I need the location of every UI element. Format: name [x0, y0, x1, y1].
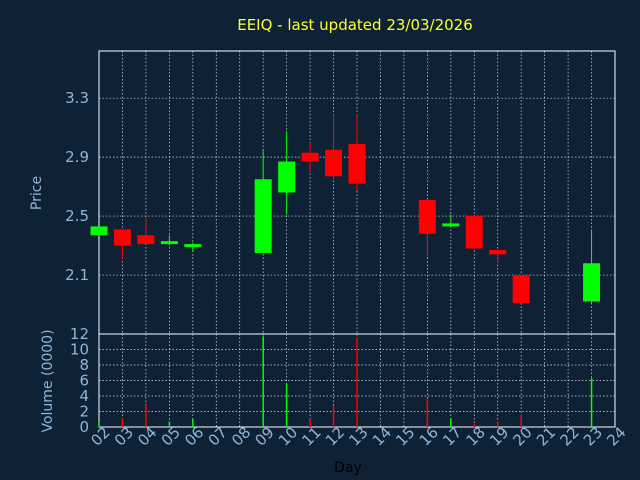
volume-tick-label: 10: [70, 341, 89, 359]
candle-body: [512, 275, 530, 304]
volume-bar-02: [98, 422, 100, 427]
candle-13: [348, 114, 366, 192]
candle-02: [90, 226, 108, 236]
candle-18: [465, 216, 483, 249]
volume-bar-05: [168, 421, 171, 427]
candle-17: [442, 214, 460, 227]
volume-bar-18: [473, 423, 476, 427]
volume-bars: [98, 336, 593, 427]
volume-bar-12: [332, 405, 335, 427]
candle-body: [184, 244, 202, 248]
candles: [90, 114, 601, 305]
price-y-ticks: 2.1 2.5 2.9 3.3: [65, 89, 89, 284]
volume-bar-06: [192, 419, 194, 427]
price-tick-label: 2.5: [65, 207, 89, 225]
candle-16: [418, 199, 436, 258]
candle-body: [160, 241, 178, 245]
volume-bar-13: [356, 337, 358, 427]
volume-bar-03: [121, 417, 124, 427]
volume-tick-label: 12: [70, 325, 89, 343]
candle-body: [254, 179, 272, 253]
candle-body: [90, 226, 108, 236]
volume-bar-10: [285, 384, 288, 427]
volume-y-label: Volume (0000): [40, 329, 56, 432]
chart-title: EEIQ - last updated 23/03/2026: [237, 16, 473, 34]
candle-10: [278, 132, 296, 215]
volume-tick-label: 6: [79, 372, 89, 390]
candle-11: [301, 142, 319, 172]
volume-tick-label: 8: [79, 356, 89, 374]
volume-tick-label: 2: [79, 403, 89, 421]
candle-body: [301, 152, 319, 162]
price-y-label: Price: [29, 176, 45, 210]
candle-03: [113, 229, 131, 259]
candle-05: [160, 235, 178, 246]
candle-06: [184, 242, 202, 252]
price-grid: [98, 51, 616, 334]
volume-bar-16: [426, 398, 429, 427]
candle-body: [489, 249, 507, 255]
candle-09: [254, 149, 272, 253]
candle-body: [137, 235, 155, 245]
volume-bar-19: [496, 421, 499, 427]
candle-body: [442, 223, 460, 227]
volume-bar-23: [590, 378, 593, 427]
candle-body: [325, 149, 343, 177]
price-tick-label: 2.9: [65, 148, 89, 166]
volume-tick-label: 0: [79, 418, 89, 436]
candle-body: [278, 161, 296, 193]
candle-04: [137, 217, 155, 245]
candle-body: [418, 199, 436, 234]
candle-20: [512, 275, 530, 304]
volume-tick-label: 4: [79, 387, 89, 405]
x-ticks: 0203040506070809101112131415161718192021…: [87, 423, 629, 449]
volume-bar-04: [145, 404, 147, 427]
candle-body: [348, 143, 366, 184]
volume-bar-09: [262, 336, 264, 427]
candle-body: [113, 229, 131, 246]
volume-bar-17: [450, 418, 452, 427]
volume-bar-20: [520, 414, 522, 427]
candle-19: [489, 249, 507, 264]
candle-body: [465, 216, 483, 249]
price-tick-label: 2.1: [65, 266, 89, 284]
x-axis-label: Day: [334, 460, 362, 476]
volume-bar-11: [309, 420, 311, 427]
candle-23: [583, 229, 601, 305]
candle-body: [583, 263, 601, 302]
candle-12: [325, 114, 343, 178]
price-tick-label: 3.3: [65, 89, 89, 107]
